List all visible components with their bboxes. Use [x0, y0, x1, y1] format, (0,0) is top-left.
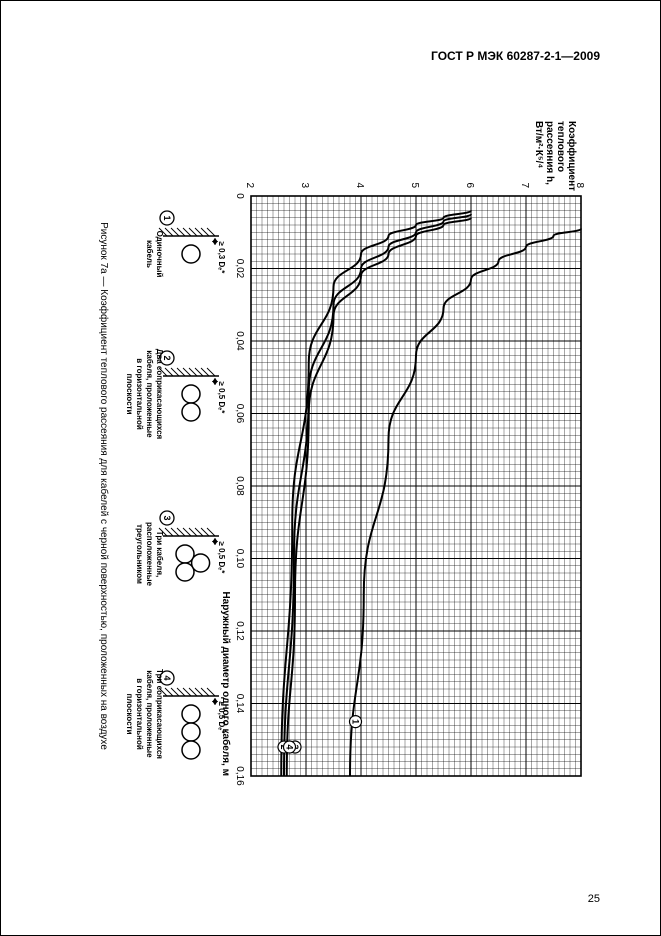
x-tick-label: 0,04 [234, 331, 245, 351]
doc-header: ГОСТ Р МЭК 60287-2-1—2009 [431, 49, 600, 63]
legend-caption: Три соприкасающихся [155, 669, 164, 759]
y-tick-label: 6 [464, 182, 475, 188]
x-tick-label: 0,06 [234, 404, 245, 424]
y-axis-title: Вт/м²·К⁵/⁴ [533, 121, 544, 168]
legend-caption: Одиночный [155, 231, 164, 278]
legend-caption: Три кабеля, [155, 531, 164, 577]
page: ГОСТ Р МЭК 60287-2-1—2009 25 234567800,0… [0, 0, 661, 936]
legend-caption: расположенные [145, 522, 154, 587]
figure-caption: Рисунок 7а — Коэффициент теплового рассе… [98, 222, 110, 750]
figure-rotated-wrap: 234567800,020,040,060,080,100,120,140,16… [61, 111, 601, 871]
spacing-label: ≥ 0,3 Dₑ* [217, 242, 226, 275]
y-axis-title: Коэффициент [566, 121, 578, 191]
legend-caption: Два соприкасающихся [155, 349, 164, 440]
curve-label-text-4: 4 [285, 744, 295, 749]
svg-text:1: 1 [162, 215, 172, 220]
legend-caption: кабеля, проложенные [145, 350, 154, 438]
legend-caption: кабель [145, 240, 154, 268]
legend-caption: плоскости [125, 693, 134, 734]
y-tick-label: 4 [354, 182, 365, 188]
curve-label-text-1: 1 [351, 719, 361, 724]
x-axis-title: Наружный диаметр одного кабеля, м [220, 591, 232, 776]
y-tick-label: 3 [299, 182, 310, 188]
spacing-label: ≥ 0,5 Dₑ* [217, 382, 226, 415]
x-tick-label: 0,08 [234, 476, 245, 496]
figure-svg: 234567800,020,040,060,080,100,120,140,16… [61, 111, 601, 871]
spacing-label: ≥ 0,5 Dₑ* [217, 542, 226, 575]
spacing-label: ≥ 0,5 Dₑ* [217, 702, 226, 735]
x-tick-label: 0,14 [234, 694, 245, 714]
x-tick-label: 0,12 [234, 621, 245, 641]
legend-caption: в горизонтальной [135, 358, 144, 430]
x-tick-label: 0,02 [234, 259, 245, 279]
y-axis-title: рассеяния h, [544, 121, 555, 185]
legend-caption: плоскости [125, 373, 134, 414]
legend-caption: кабеля, проложенные [145, 670, 154, 758]
x-tick-label: 0,10 [234, 549, 245, 569]
y-tick-label: 2 [244, 182, 255, 188]
page-number: 25 [588, 893, 600, 905]
legend-caption: в горизонтальной [135, 678, 144, 750]
x-tick-label: 0,16 [234, 766, 245, 786]
y-tick-label: 5 [409, 182, 420, 188]
y-tick-label: 7 [519, 182, 530, 188]
svg-text:3: 3 [162, 515, 172, 520]
x-tick-label: 0 [234, 193, 245, 199]
legend-caption: треугольником [135, 524, 144, 584]
y-axis-title: теплового [555, 121, 566, 172]
